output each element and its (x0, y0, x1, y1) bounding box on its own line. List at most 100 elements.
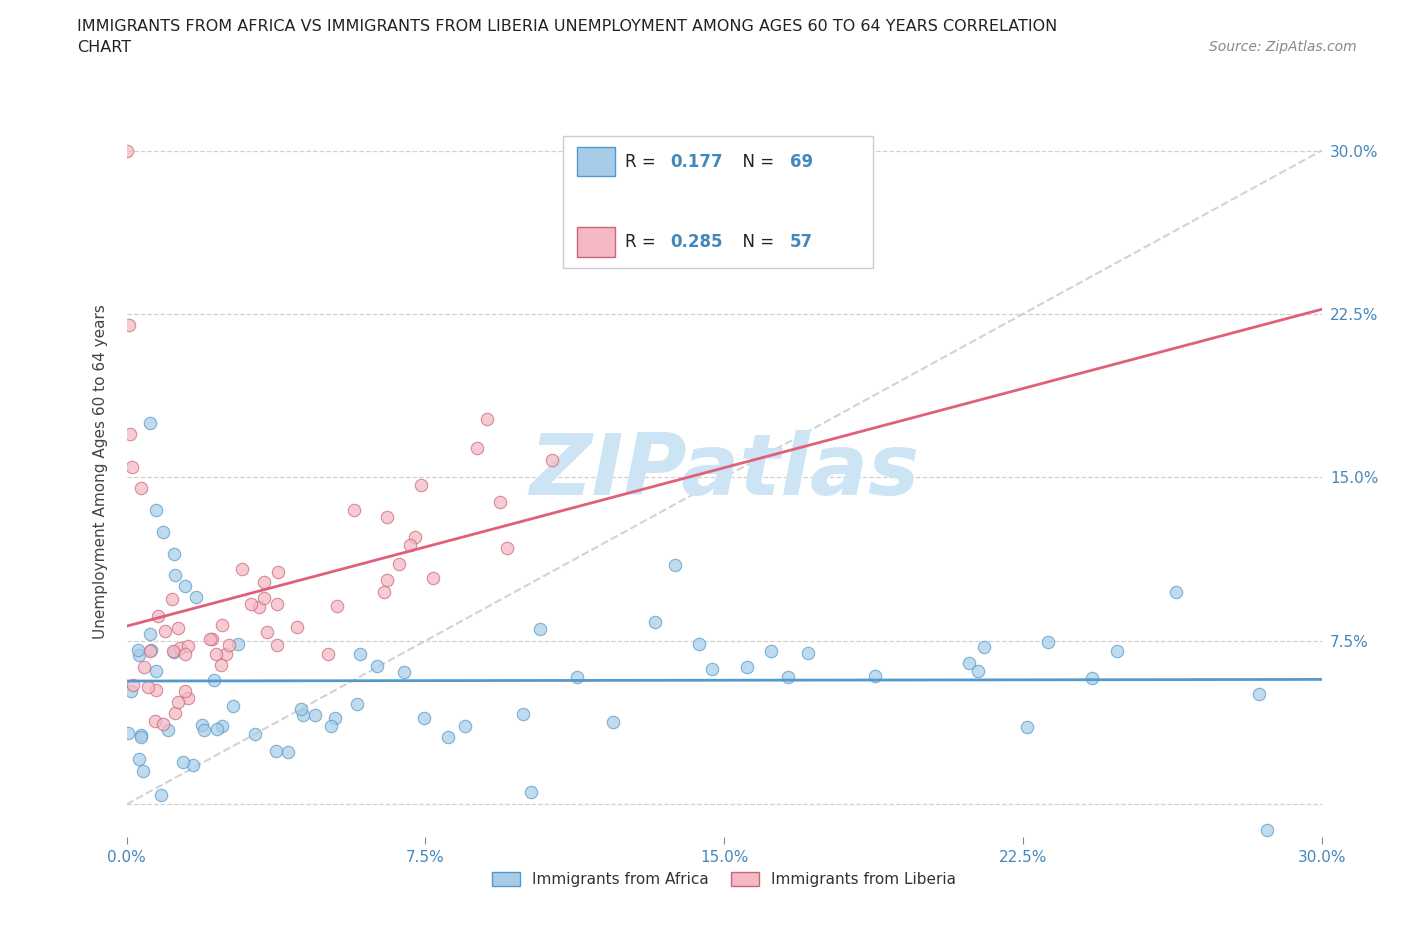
Point (1081, 671, 1104, 685)
Point (200, 631, 222, 646)
Point (253, 591, 276, 605)
Point (129, 481, 152, 496)
Point (167, 621, 190, 636)
Point (152, 716, 174, 731)
Point (475, 412, 498, 427)
Text: 0.285: 0.285 (671, 233, 723, 251)
Point (285, 620, 308, 635)
Point (172, 754, 194, 769)
Point (115, 143, 138, 158)
Point (139, 627, 162, 642)
Point (136, 680, 159, 695)
Point (1164, 585, 1187, 600)
Point (153, 624, 176, 639)
Point (326, 599, 349, 614)
Point (290, 701, 312, 716)
Point (465, 441, 488, 456)
Point (957, 655, 980, 670)
Y-axis label: Unemployment Among Ages 60 to 64 years: Unemployment Among Ages 60 to 64 years (93, 304, 108, 640)
Point (211, 618, 233, 632)
Point (495, 540, 517, 555)
Point (973, 640, 995, 655)
Point (409, 477, 432, 492)
Point (759, 644, 782, 658)
Point (215, 647, 238, 662)
Point (193, 723, 215, 737)
Point (177, 690, 200, 705)
Point (243, 726, 266, 741)
Point (1105, 644, 1128, 658)
Point (132, 659, 155, 674)
Point (247, 600, 270, 615)
Point (388, 556, 411, 571)
Text: 69: 69 (790, 153, 813, 171)
Point (139, 416, 162, 431)
Point (688, 636, 710, 651)
Point (145, 714, 167, 729)
Point (129, 730, 152, 745)
Point (863, 669, 886, 684)
Point (398, 538, 420, 552)
Point (202, 672, 225, 687)
Point (1256, 823, 1278, 838)
Point (1036, 634, 1059, 649)
Point (394, 665, 416, 680)
FancyBboxPatch shape (576, 228, 616, 257)
Point (565, 670, 588, 684)
Point (132, 764, 155, 778)
Point (797, 645, 820, 660)
Point (253, 575, 276, 590)
Point (163, 644, 186, 659)
FancyBboxPatch shape (576, 147, 616, 177)
Point (366, 659, 388, 674)
Point (240, 596, 263, 611)
Text: N =: N = (733, 153, 780, 171)
Point (211, 719, 233, 734)
Point (174, 684, 197, 698)
Point (205, 722, 228, 737)
Point (128, 751, 150, 766)
Point (191, 718, 214, 733)
Point (1247, 686, 1270, 701)
Point (200, 632, 222, 647)
Point (256, 624, 278, 639)
Point (664, 558, 686, 573)
Text: ZIPatlas: ZIPatlas (529, 431, 920, 513)
Text: IMMIGRANTS FROM AFRICA VS IMMIGRANTS FROM LIBERIA UNEMPLOYMENT AMONG AGES 60 TO : IMMIGRANTS FROM AFRICA VS IMMIGRANTS FRO… (77, 19, 1057, 33)
Point (120, 684, 142, 698)
Point (121, 459, 143, 474)
Point (162, 591, 184, 606)
Point (776, 670, 799, 684)
Point (165, 705, 187, 720)
Point (967, 663, 990, 678)
Point (404, 529, 426, 544)
Point (512, 707, 534, 722)
Point (349, 647, 371, 662)
Point (122, 678, 145, 693)
Point (145, 503, 167, 518)
Point (117, 725, 139, 740)
Point (323, 711, 346, 725)
Point (489, 495, 512, 510)
Point (139, 643, 162, 658)
Point (266, 597, 288, 612)
Point (375, 509, 398, 524)
Text: Source: ZipAtlas.com: Source: ZipAtlas.com (1209, 40, 1357, 54)
Point (162, 644, 184, 658)
Point (222, 699, 245, 714)
Point (373, 585, 395, 600)
Point (157, 723, 180, 737)
Point (277, 745, 299, 760)
Point (529, 621, 551, 636)
Point (702, 661, 724, 676)
Text: 57: 57 (790, 233, 813, 251)
Point (173, 579, 195, 594)
Point (541, 452, 564, 467)
Point (602, 715, 624, 730)
Point (304, 707, 326, 722)
Point (266, 744, 288, 759)
Point (139, 644, 162, 658)
Point (321, 719, 343, 734)
Text: N =: N = (733, 233, 780, 251)
Point (145, 683, 167, 698)
